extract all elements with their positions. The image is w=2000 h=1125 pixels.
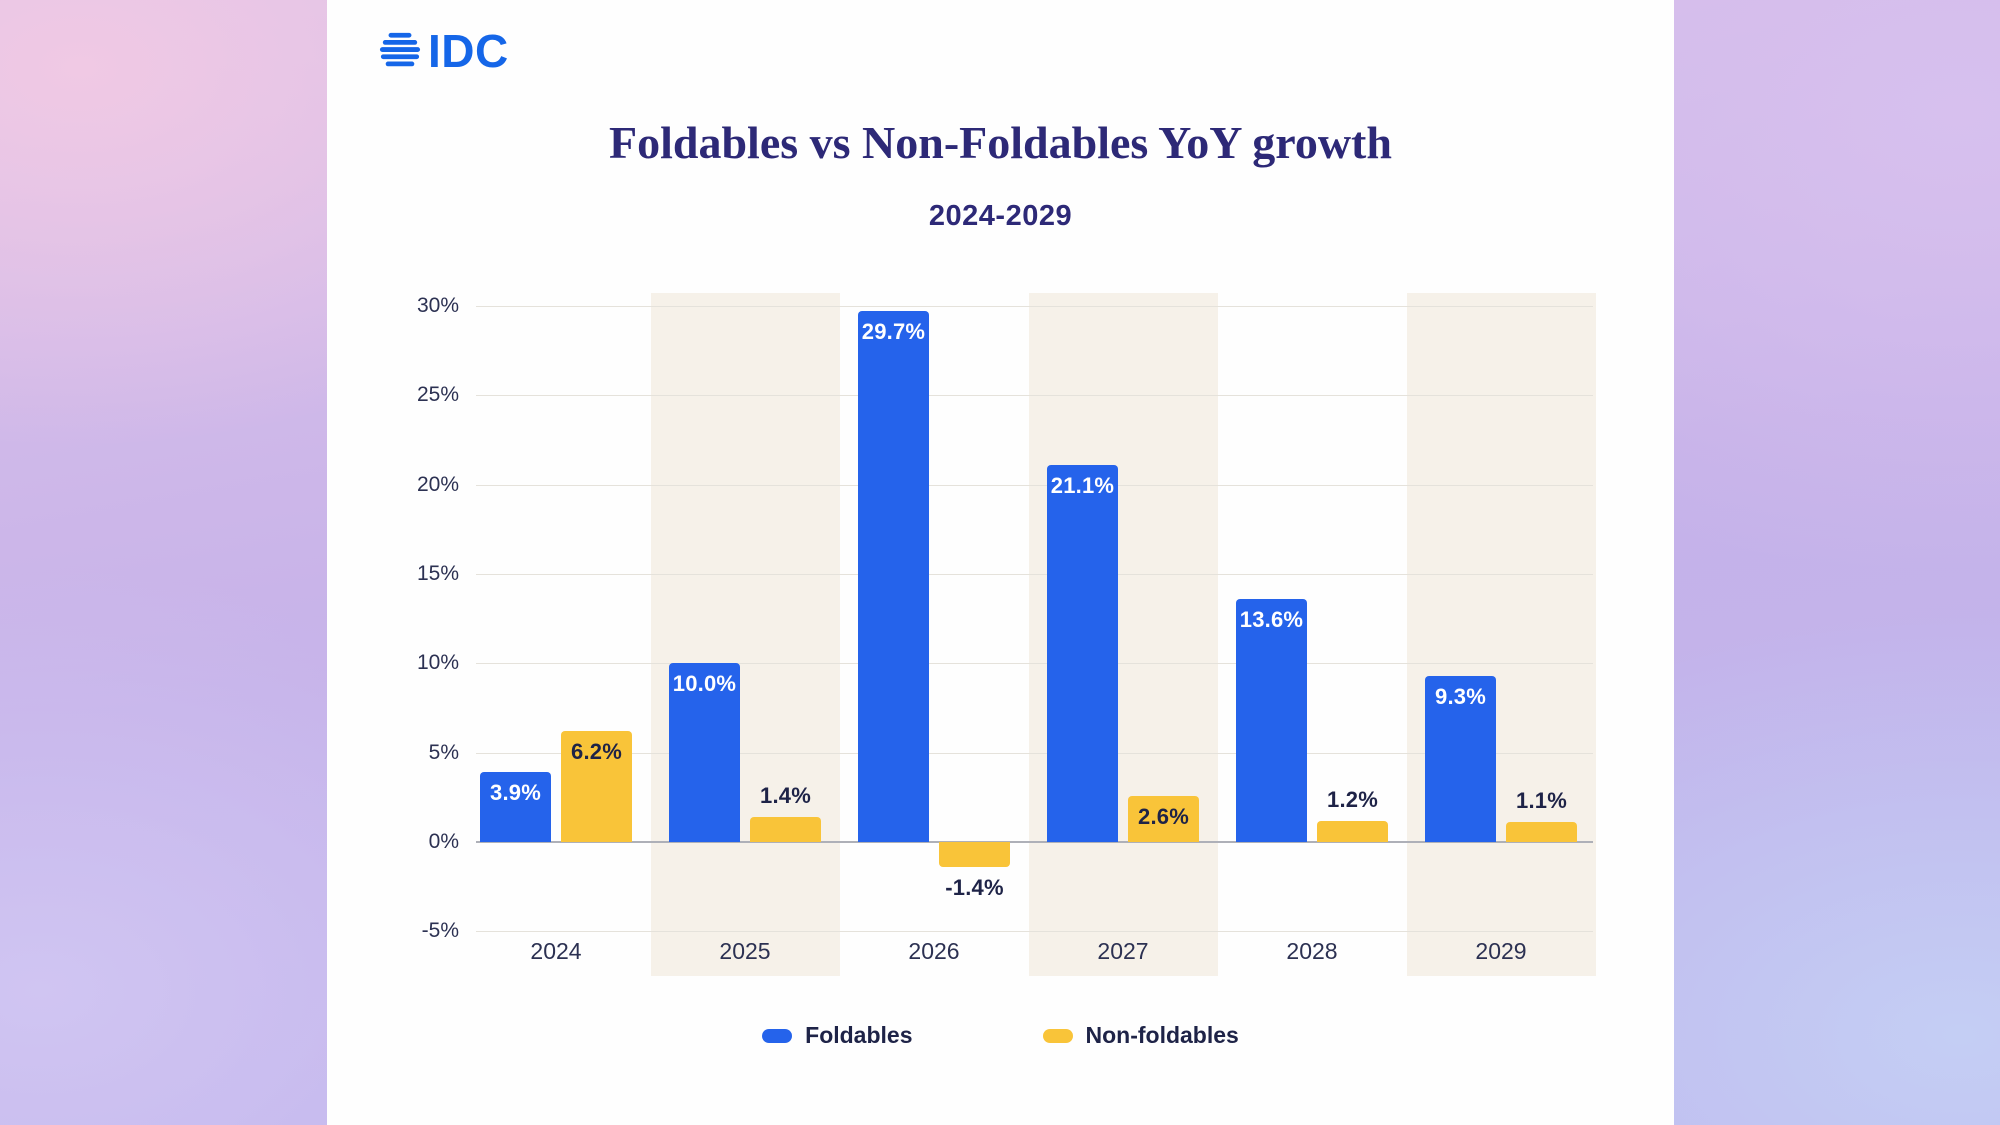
bar-value-label: 13.6%: [1239, 607, 1304, 632]
bar-value-label: -1.4%: [945, 875, 1004, 900]
chart-gridline: [476, 305, 1593, 307]
bar-non-foldables: [1128, 795, 1199, 842]
legend-item-non-foldables: Non-foldables: [1042, 1022, 1239, 1049]
bar-value-label: 2.6%: [1138, 803, 1189, 829]
chart-legend: Foldables Non-foldables: [327, 1022, 1674, 1049]
bar-foldables: [1236, 599, 1307, 842]
chart-subtitle: 2024-2029: [928, 200, 1073, 232]
bar-value-label: 1.2%: [1327, 786, 1378, 812]
y-axis-tick-label: 15%: [416, 561, 459, 585]
legend-swatch-non-foldables: [1042, 1028, 1073, 1043]
y-axis-tick-label: -5%: [421, 919, 459, 943]
chart-band: [650, 293, 840, 976]
legend-label-non-foldables: Non-foldables: [1085, 1022, 1239, 1048]
y-axis-tick-label: 10%: [416, 651, 459, 675]
idc-logo-text: IDC: [428, 25, 509, 77]
bar-value-label: 10.0%: [672, 671, 737, 697]
x-axis-label: 2027: [1097, 938, 1149, 964]
bar-value-label: 3.9%: [490, 780, 541, 806]
chart-band: [1406, 293, 1596, 976]
bar-value-label: 1.1%: [1516, 788, 1567, 814]
bar-foldables: [669, 663, 740, 842]
idc-globe-icon: [379, 32, 421, 67]
bar-value-label: 9.3%: [1435, 683, 1486, 709]
x-axis-label: 2025: [719, 938, 771, 964]
chart-canvas: 30% 25% 20% 15% 10% 5% 0% -5% 3.9% 10.0% 29.7% 21.1…: [327, 0, 1674, 1125]
bar-non-foldables: [750, 816, 821, 842]
bar-value-label: 1.4%: [760, 782, 811, 808]
bar-foldables: [480, 772, 551, 842]
bar-value-label: 6.2%: [571, 739, 622, 765]
bar-non-foldables: [939, 842, 1010, 867]
bar-non-foldables: [1317, 820, 1388, 842]
bar-non-foldables: [561, 731, 632, 842]
chart-gridline: [476, 395, 1593, 397]
x-axis-label: 2028: [1286, 938, 1338, 964]
x-axis-label: 2026: [908, 938, 960, 964]
chart-gridline: [476, 931, 1593, 933]
y-axis-tick-label: 25%: [416, 383, 459, 407]
chart-title: Foldables vs Non-Foldables YoY growth: [609, 117, 1392, 168]
chart-gridline: [476, 484, 1593, 486]
legend-item-foldables: Foldables: [762, 1022, 913, 1049]
legend-swatch-foldables: [762, 1028, 793, 1043]
chart-gridline: [476, 752, 1593, 754]
bar-foldables: [1047, 465, 1118, 842]
y-axis-tick-label: 20%: [416, 472, 459, 496]
x-axis-label: 2029: [1475, 938, 1527, 964]
bar-non-foldables: [1506, 822, 1577, 842]
idc-logo: IDC: [379, 28, 509, 74]
chart-gridline: [476, 663, 1593, 665]
legend-label-foldables: Foldables: [805, 1022, 913, 1048]
y-axis-tick-label: 30%: [416, 293, 459, 317]
bar-value-label: 29.7%: [861, 319, 926, 345]
chart-card: IDC Foldables vs Non-Foldables YoY growt…: [327, 0, 1674, 1125]
y-axis-tick-label: 5%: [428, 740, 459, 764]
chart-zero-line: [476, 841, 1593, 843]
chart-gridline: [476, 573, 1593, 575]
bar-foldables: [1425, 675, 1496, 842]
bar-foldables: [858, 311, 929, 842]
y-axis-tick-label: 0%: [428, 830, 459, 853]
bar-value-label: 21.1%: [1050, 473, 1115, 498]
x-axis-label: 2024: [530, 938, 582, 964]
